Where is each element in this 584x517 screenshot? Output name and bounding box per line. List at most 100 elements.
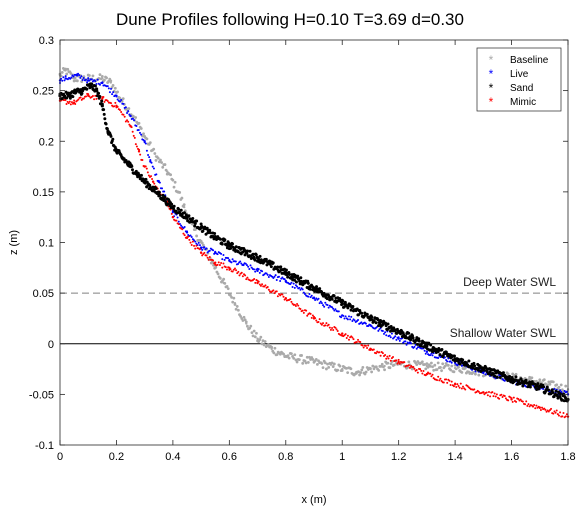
data-point (393, 336, 396, 339)
data-point (304, 361, 308, 365)
data-point (381, 365, 385, 369)
data-point (308, 287, 312, 291)
data-point (102, 112, 106, 116)
data-point (118, 108, 121, 111)
data-point (426, 365, 430, 369)
data-point (554, 389, 558, 393)
data-point (302, 291, 305, 294)
data-point (349, 308, 353, 312)
data-point (449, 383, 452, 386)
data-point (430, 375, 433, 378)
data-point (425, 372, 428, 375)
data-point (90, 82, 94, 86)
data-point (134, 116, 138, 119)
data-point (438, 353, 442, 357)
data-point (385, 357, 388, 360)
data-point (543, 407, 546, 410)
data-point (200, 251, 203, 254)
data-point (113, 86, 117, 90)
data-point (284, 268, 288, 272)
chart-title: Dune Profiles following H=0.10 T=3.69 d=… (116, 10, 464, 29)
series-sand (58, 82, 570, 403)
data-point (105, 76, 108, 80)
data-point (559, 411, 562, 414)
data-point (205, 254, 208, 257)
data-point (237, 263, 240, 266)
data-point (454, 382, 457, 385)
data-point (413, 345, 416, 348)
data-point (313, 296, 315, 299)
data-point (501, 371, 505, 375)
data-point (405, 343, 408, 346)
data-point (122, 113, 125, 116)
data-point (555, 409, 558, 412)
data-point (249, 264, 252, 267)
data-point (474, 370, 477, 373)
data-point (528, 385, 532, 389)
data-point (173, 180, 177, 184)
data-point (153, 182, 156, 185)
data-point (524, 378, 528, 382)
data-point (290, 281, 293, 284)
data-point (546, 383, 550, 387)
data-point (429, 354, 432, 357)
data-point (376, 318, 380, 322)
y-tick-label: 0.25 (33, 86, 54, 98)
data-point (118, 100, 121, 103)
data-point (435, 368, 439, 371)
data-point (498, 397, 501, 400)
data-point (183, 225, 186, 228)
data-point (398, 339, 401, 342)
data-point (220, 262, 223, 265)
data-point (396, 362, 399, 365)
data-point (319, 300, 322, 303)
legend-marker-asterisk-icon: * (489, 53, 494, 67)
data-point (313, 315, 315, 318)
data-point (227, 257, 230, 260)
data-point (500, 393, 503, 396)
data-point (235, 305, 239, 308)
data-point (486, 394, 489, 397)
data-point (104, 122, 108, 126)
data-point (424, 352, 427, 355)
data-point (445, 378, 448, 381)
data-point (440, 348, 444, 352)
data-point (144, 165, 147, 168)
data-point (377, 329, 380, 332)
data-point (93, 98, 96, 101)
data-point (195, 244, 198, 247)
data-point (378, 322, 382, 326)
data-point (65, 102, 68, 105)
data-point (482, 372, 485, 375)
data-point (309, 296, 312, 299)
data-point (103, 117, 107, 121)
data-point (194, 247, 197, 250)
data-point (283, 278, 286, 281)
data-point (446, 381, 449, 384)
data-point (230, 242, 234, 246)
data-point (408, 366, 411, 369)
legend-marker-asterisk-icon: * (489, 81, 494, 95)
data-point (72, 75, 75, 78)
legend: * Baseline * Live * Sand * Mimic (476, 47, 562, 112)
data-point (296, 285, 299, 288)
data-point (220, 242, 224, 246)
data-point (85, 87, 89, 91)
data-point (275, 278, 278, 281)
data-point (88, 86, 92, 90)
data-point (388, 334, 391, 337)
data-point (163, 163, 167, 166)
data-point (169, 173, 173, 177)
data-point (91, 80, 94, 83)
data-point (273, 275, 276, 278)
data-point (290, 300, 293, 303)
data-point (111, 84, 115, 87)
data-point (138, 131, 141, 134)
data-point (413, 367, 416, 370)
data-point (357, 318, 360, 321)
data-point (130, 168, 134, 172)
data-point (158, 181, 161, 184)
data-point (187, 214, 191, 218)
data-point (462, 385, 465, 388)
data-point (448, 379, 451, 382)
